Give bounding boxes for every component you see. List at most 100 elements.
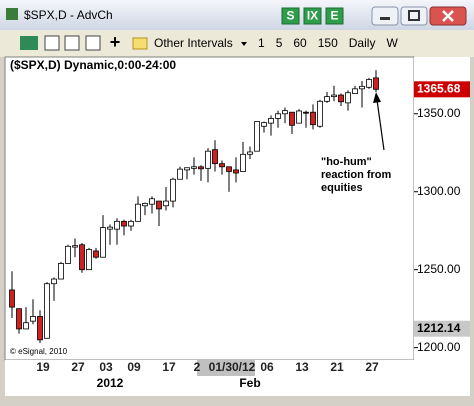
close-icon: [442, 10, 454, 22]
candle-body: [65, 245, 71, 264]
x-tick-label: 13: [295, 360, 309, 374]
price-marker-label: 1365.68: [417, 81, 461, 95]
candle-body: [107, 226, 113, 230]
candle-body: [184, 167, 190, 171]
candle-body: [72, 245, 78, 248]
maximize-icon: [408, 10, 420, 21]
candle-body: [240, 153, 246, 172]
y-tick-label: 1300.00: [417, 184, 461, 198]
candle-body: [359, 85, 365, 90]
link-tool[interactable]: [20, 36, 38, 50]
folder-icon: [132, 37, 148, 50]
chart-title: ($SPX,D) Dynamic,0:00-24:00: [10, 58, 176, 72]
candle-body: [254, 121, 260, 152]
maximize-button[interactable]: [400, 6, 428, 26]
candle-body: [9, 289, 15, 308]
price-marker-label: 1212.14: [417, 321, 461, 335]
candle-body: [331, 94, 337, 98]
candle-body: [366, 79, 372, 88]
minimize-button[interactable]: [371, 6, 399, 26]
state-button[interactable]: [325, 7, 344, 25]
copy-tool[interactable]: [44, 35, 60, 51]
candle-body: [163, 200, 169, 207]
candle-body: [114, 220, 120, 230]
candle-body: [121, 220, 127, 227]
properties-tool[interactable]: [85, 35, 101, 51]
candle-body: [247, 151, 253, 155]
candle-body: [289, 111, 295, 126]
candle-body: [198, 166, 204, 170]
refresh-tool[interactable]: [64, 35, 80, 51]
minimize-icon: [380, 17, 390, 20]
candle-body: [310, 111, 316, 126]
copyright: © eSignal, 2010: [10, 347, 68, 356]
x-tick-label: 01/30/12: [209, 360, 256, 374]
candle-body: [51, 278, 57, 285]
x-tick-label: 27: [365, 360, 379, 374]
annotation-arrow: [376, 99, 385, 151]
candle-body: [373, 77, 379, 90]
plot-area: [4, 56, 415, 361]
interval-button[interactable]: W: [386, 36, 398, 50]
candle-body: [37, 316, 43, 341]
annotation: reaction from: [321, 169, 392, 181]
menu-arrow: [241, 42, 247, 46]
x-tick-label: 06: [260, 360, 274, 374]
candle-body: [79, 244, 85, 271]
y-axis-area: [414, 57, 470, 360]
candle-body: [352, 88, 358, 94]
x-tick-label: 09: [127, 360, 141, 374]
candle-body: [177, 168, 183, 180]
app-icon: [6, 8, 18, 20]
state-button-label: E: [330, 9, 338, 23]
interval-menu-label[interactable]: Other Intervals: [154, 36, 233, 50]
candle-body: [345, 92, 351, 104]
candle-body: [100, 227, 106, 258]
window-title: $SPX,D - AdvCh: [24, 8, 113, 22]
candle-body: [23, 322, 29, 330]
candle-body: [296, 110, 302, 124]
add-tool[interactable]: +: [110, 32, 121, 52]
y-tick-label: 1250.00: [417, 262, 461, 276]
annotation-arrowhead: [373, 92, 381, 103]
interval-button[interactable]: 150: [318, 36, 338, 50]
x-group-label: 2012: [97, 376, 124, 390]
candle-body: [219, 163, 225, 168]
y-tick-label: 1350.00: [417, 106, 461, 120]
x-tick-label: 21: [330, 360, 344, 374]
interval-menu[interactable]: [130, 36, 248, 52]
candle-body: [156, 200, 162, 210]
candle-body: [86, 249, 92, 271]
candle-body: [170, 178, 176, 202]
candle-body: [275, 113, 281, 119]
state-button[interactable]: [303, 7, 322, 25]
interval-button[interactable]: 1: [258, 36, 265, 50]
candle-body: [338, 94, 344, 103]
interval-button[interactable]: 60: [293, 36, 307, 50]
x-tick-label: 19: [36, 360, 50, 374]
x-group-label: Feb: [239, 376, 260, 390]
candle-body: [149, 198, 155, 205]
x-tick-label: 03: [99, 360, 113, 374]
candle-body: [30, 316, 36, 322]
x-tick-label: 27: [71, 360, 85, 374]
candle-body: [324, 96, 330, 102]
candle-body: [205, 150, 211, 169]
state-button-label: IX: [307, 9, 318, 23]
candle-body: [212, 149, 218, 165]
candle-body: [135, 203, 141, 222]
state-button-label: S: [286, 9, 294, 23]
candle-body: [282, 110, 288, 115]
annotation: "ho-hum": [321, 156, 372, 168]
candle-body: [268, 118, 274, 124]
interval-button[interactable]: 5: [276, 36, 283, 50]
candle-body: [191, 166, 197, 169]
candle-body: [44, 283, 50, 339]
candle-body: [16, 308, 22, 330]
state-button[interactable]: [281, 7, 300, 25]
candle-body: [58, 263, 64, 280]
price-marker: [414, 320, 470, 337]
candle-body: [128, 220, 134, 227]
interval-button[interactable]: Daily: [349, 36, 376, 50]
